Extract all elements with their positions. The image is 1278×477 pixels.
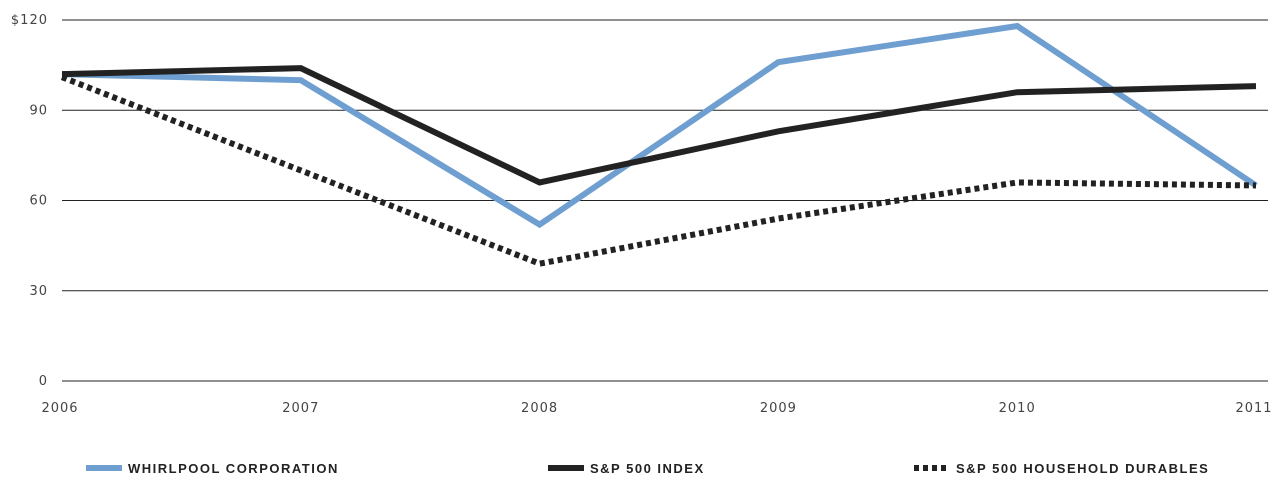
y-tick-label: 0 — [39, 374, 48, 389]
x-tick-label: 2008 — [521, 401, 558, 416]
legend-label: WHIRLPOOL CORPORATION — [128, 461, 339, 476]
x-tick-label: 2011 — [1235, 401, 1272, 416]
y-tick-label: 30 — [29, 284, 48, 299]
series-line-s-p-500-index — [61, 65, 1257, 186]
y-axis-ticks: $120 90 60 30 0 — [11, 13, 48, 389]
legend-label: S&P 500 HOUSEHOLD DURABLES — [956, 461, 1209, 476]
series-lines — [60, 22, 1258, 267]
x-tick-label: 2007 — [282, 401, 319, 416]
x-tick-label: 2010 — [999, 401, 1036, 416]
series-line-whirlpool-corporation — [61, 22, 1258, 229]
series-line-s-p-500-household-durables — [60, 74, 1257, 267]
x-axis-ticks: 2006 2007 2008 2009 2010 2011 — [41, 401, 1272, 416]
legend-label: S&P 500 INDEX — [590, 461, 705, 476]
y-tick-label: $120 — [11, 13, 48, 28]
x-tick-label: 2006 — [41, 401, 78, 416]
y-tick-label: 60 — [29, 194, 48, 209]
y-tick-label: 90 — [29, 103, 48, 118]
x-tick-label: 2009 — [760, 401, 797, 416]
legend: WHIRLPOOL CORPORATION S&P 500 INDEX S&P 50… — [86, 461, 1209, 476]
gridlines — [62, 19, 1268, 382]
